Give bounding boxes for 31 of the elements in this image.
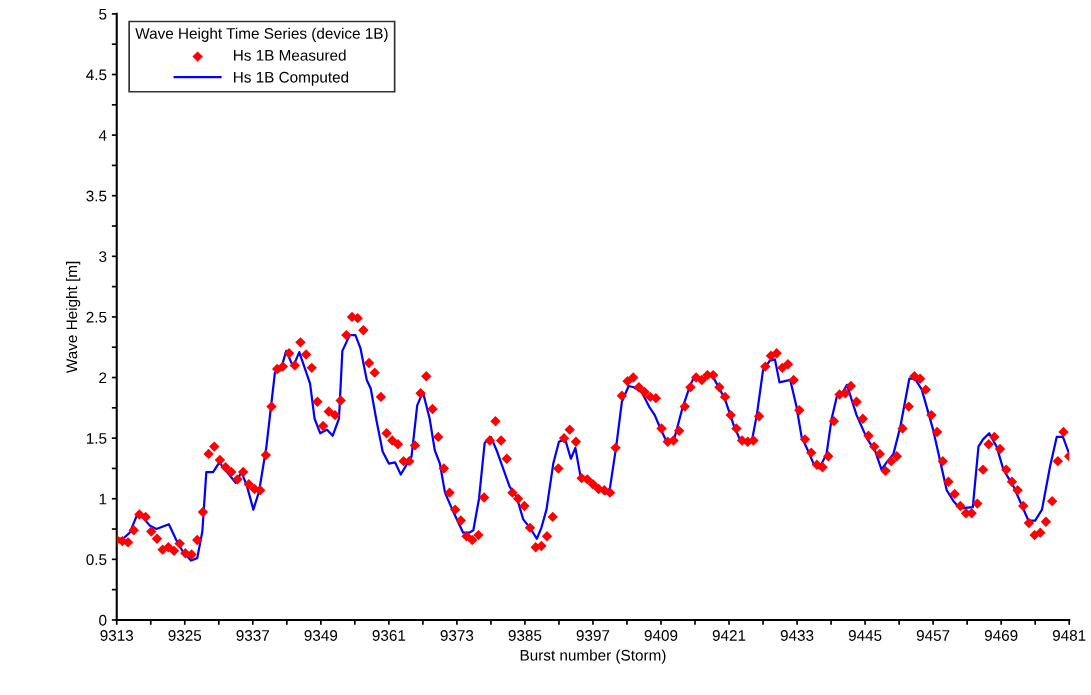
x-tick-label: 9385 (508, 630, 542, 641)
x-tick-label: 9409 (644, 630, 678, 641)
y-tick-label: 1.5 (86, 433, 107, 444)
y-tick-label: 3.5 (86, 190, 107, 202)
x-tick-label: 9349 (304, 630, 338, 641)
x-tick-label: 9433 (780, 630, 814, 641)
y-tick-label: 0 (99, 614, 107, 626)
y-tick-label: 4 (98, 130, 107, 141)
legend-title: Wave Height Time Series (device 1B) (135, 27, 388, 42)
x-tick-label: 9421 (712, 630, 746, 641)
x-tick-label: 9445 (848, 630, 882, 641)
x-tick-label: 9325 (168, 630, 202, 641)
legend-label: Hs 1B Measured (234, 49, 346, 61)
x-tick-label: 9361 (372, 630, 406, 641)
x-tick-label: 9313 (100, 630, 134, 641)
y-tick-label: 0.5 (86, 554, 107, 566)
x-tick-label: 9481 (1052, 630, 1086, 641)
x-tick-label: 9469 (984, 630, 1018, 641)
legend-label: Hs 1B Computed (234, 71, 349, 86)
y-tick-label: 2 (99, 372, 107, 384)
y-tick-label: 5 (99, 8, 107, 20)
x-tick-label: 9373 (440, 630, 474, 641)
y-tick-label: 4.5 (86, 69, 107, 81)
y-tick-label: 1 (99, 493, 107, 505)
y-tick-label: 3 (99, 251, 107, 262)
x-tick-label: 9457 (916, 630, 950, 641)
y-tick-label: 2.5 (86, 311, 107, 323)
y-axis-title: Wave Height [m] (65, 261, 81, 374)
x-axis-title: Burst number (Storm) (520, 649, 666, 664)
x-tick-label: 9397 (576, 630, 610, 641)
x-tick-label: 9337 (236, 630, 270, 641)
